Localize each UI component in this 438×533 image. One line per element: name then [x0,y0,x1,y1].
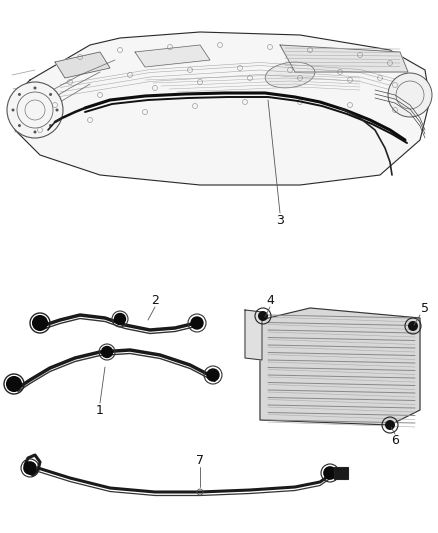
Circle shape [24,462,36,474]
Circle shape [11,109,14,111]
Circle shape [385,420,395,430]
Text: 3: 3 [276,214,284,227]
Circle shape [33,316,47,330]
FancyBboxPatch shape [334,467,348,479]
Circle shape [114,313,126,325]
Circle shape [33,131,36,133]
Circle shape [49,93,52,96]
Circle shape [18,93,21,96]
Circle shape [388,73,432,117]
Circle shape [7,377,21,391]
Circle shape [324,467,336,479]
Circle shape [18,124,21,127]
Circle shape [408,321,418,331]
Text: 1: 1 [96,403,104,416]
Polygon shape [10,32,430,185]
Text: 2: 2 [151,294,159,306]
Circle shape [191,317,203,329]
Text: 6: 6 [391,433,399,447]
Ellipse shape [265,62,315,88]
Circle shape [7,82,63,138]
Circle shape [258,311,268,321]
Text: 7: 7 [196,454,204,466]
Polygon shape [245,310,262,360]
Circle shape [102,346,113,358]
Polygon shape [280,45,408,72]
Text: 4: 4 [266,294,274,306]
Polygon shape [55,52,110,78]
Circle shape [33,86,36,90]
Polygon shape [260,308,420,425]
Polygon shape [135,45,210,67]
Text: 5: 5 [421,302,429,314]
Circle shape [207,369,219,381]
Circle shape [49,124,52,127]
Circle shape [56,109,59,111]
